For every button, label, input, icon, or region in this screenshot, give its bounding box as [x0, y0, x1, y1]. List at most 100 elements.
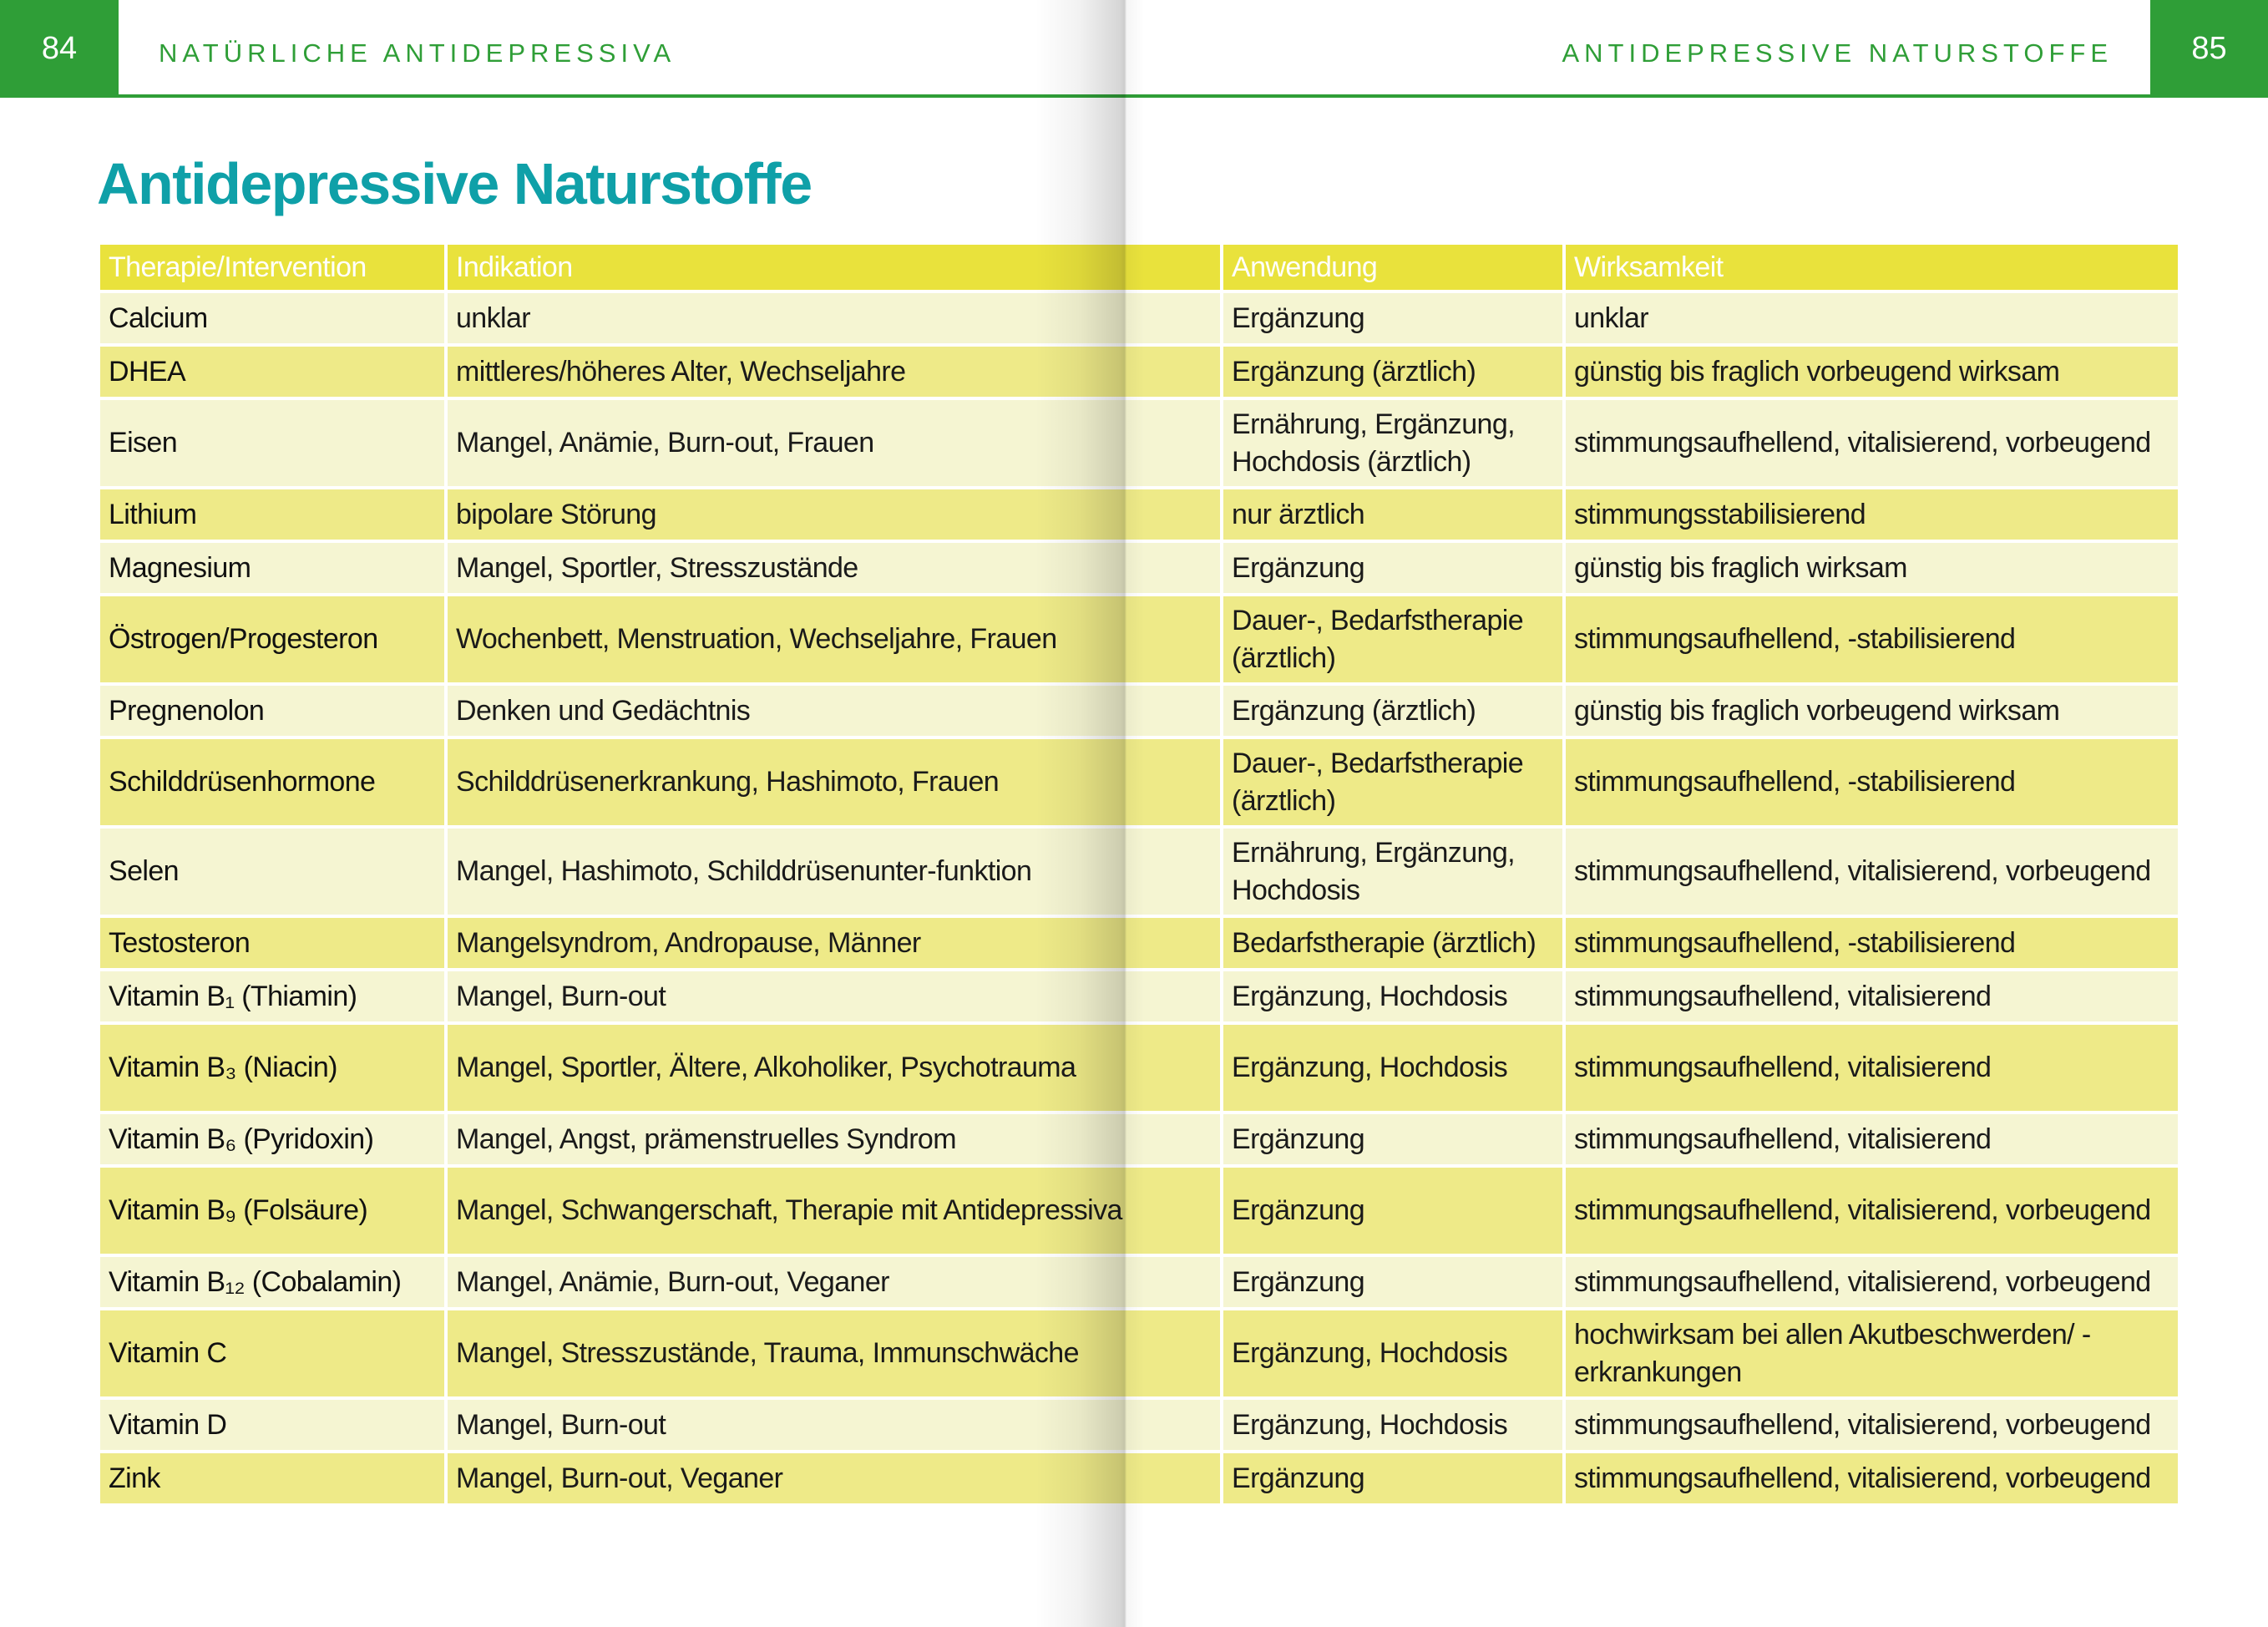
cell-therapy: Calcium — [100, 293, 444, 343]
cell-application: Bedarfstherapie (ärztlich) — [1223, 918, 1562, 968]
cell-effectiveness: stimmungsaufhellend, vitalisierend, vorb… — [1566, 400, 2178, 486]
table-row: Magnesium Mangel, Sportler, Stresszuständ… — [100, 543, 2178, 593]
cell-application: Ergänzung — [1223, 1453, 1562, 1503]
running-head-left: NATÜRLICHE ANTIDEPRESSIVA — [159, 38, 676, 68]
cell-application: Ergänzung (ärztlich) — [1223, 686, 1562, 736]
cell-therapy: Östrogen/Progesteron — [100, 596, 444, 682]
cell-application: Ergänzung — [1223, 543, 1562, 593]
cell-therapy: Vitamin B₆ (Pyridoxin) — [100, 1114, 444, 1164]
cell-application: Dauer-, Bedarfstherapie (ärztlich) — [1223, 739, 1562, 825]
cell-application: Ergänzung — [1223, 293, 1562, 343]
cell-therapy: Selen — [100, 829, 444, 915]
cell-therapy: Pregnenolon — [100, 686, 444, 736]
column-header: Wirksamkeit — [1566, 245, 2178, 290]
cell-effectiveness: stimmungsaufhellend, vitalisierend, vorb… — [1566, 1400, 2178, 1450]
cell-indication: Mangel, Anämie, Burn-out, Veganer — [448, 1257, 1220, 1307]
cell-indication: Mangel, Schwangerschaft, Therapie mit An… — [448, 1168, 1220, 1254]
cell-therapy: Magnesium — [100, 543, 444, 593]
column-header: Indikation — [448, 245, 1220, 290]
naturstoffe-table: Therapie/Intervention Indikation Anwendu… — [97, 241, 2181, 1507]
cell-effectiveness: günstig bis fraglich vorbeugend wirksam — [1566, 347, 2178, 397]
running-head-right: ANTIDEPRESSIVE NATURSTOFFE — [1562, 38, 2113, 68]
table-row: Calcium unklar Ergänzung unklar — [100, 293, 2178, 343]
cell-therapy: Lithium — [100, 489, 444, 540]
table-row: Vitamin C Mangel, Stresszustände, Trauma,… — [100, 1310, 2178, 1396]
cell-therapy: Schilddrüsenhormone — [100, 739, 444, 825]
page-title: Antidepressive Naturstoffe — [97, 151, 813, 216]
cell-effectiveness: hochwirksam bei allen Akutbeschwerden/ -… — [1566, 1310, 2178, 1396]
column-header: Therapie/Intervention — [100, 245, 444, 290]
cell-effectiveness: stimmungsaufhellend, vitalisierend, vorb… — [1566, 1257, 2178, 1307]
cell-indication: unklar — [448, 293, 1220, 343]
cell-effectiveness: stimmungsaufhellend, vitalisierend, vorb… — [1566, 1453, 2178, 1503]
table-row: Vitamin B₁₂ (Cobalamin) Mangel, Anämie, B… — [100, 1257, 2178, 1307]
cell-indication: Mangel, Burn-out — [448, 1400, 1220, 1450]
cell-therapy: DHEA — [100, 347, 444, 397]
cell-application: Ernährung, Ergänzung, Hochdosis (ärztlic… — [1223, 400, 1562, 486]
table-row: Östrogen/Progesteron Wochenbett, Menstrua… — [100, 596, 2178, 682]
cell-indication: Mangel, Angst, prämenstruelles Syndrom — [448, 1114, 1220, 1164]
cell-therapy: Vitamin B₁ (Thiamin) — [100, 971, 444, 1021]
column-header: Anwendung — [1223, 245, 1562, 290]
table-header-row: Therapie/Intervention Indikation Anwendu… — [100, 245, 2178, 290]
cell-effectiveness: stimmungsaufhellend, vitalisierend — [1566, 1025, 2178, 1111]
cell-effectiveness: stimmungsaufhellend, vitalisierend — [1566, 1114, 2178, 1164]
cell-indication: Mangel, Stresszustände, Trauma, Immunsch… — [448, 1310, 1220, 1396]
table-row: Schilddrüsenhormone Schilddrüsenerkrankun… — [100, 739, 2178, 825]
cell-indication: Wochenbett, Menstruation, Wechseljahre, … — [448, 596, 1220, 682]
page-number-right: 85 — [2150, 0, 2268, 98]
table-row: DHEA mittleres/höheres Alter, Wechseljahr… — [100, 347, 2178, 397]
cell-therapy: Vitamin B₉ (Folsäure) — [100, 1168, 444, 1254]
cell-effectiveness: stimmungsaufhellend, vitalisierend, vorb… — [1566, 829, 2178, 915]
cell-application: Ernährung, Ergänzung, Hochdosis — [1223, 829, 1562, 915]
table-row: Vitamin B₃ (Niacin) Mangel, Sportler, Ält… — [100, 1025, 2178, 1111]
table-row: Selen Mangel, Hashimoto, Schilddrüsenunte… — [100, 829, 2178, 915]
cell-effectiveness: stimmungsaufhellend, vitalisierend — [1566, 971, 2178, 1021]
cell-indication: Mangel, Burn-out — [448, 971, 1220, 1021]
table-row: Zink Mangel, Burn-out, Veganer Ergänzung st… — [100, 1453, 2178, 1503]
cell-therapy: Vitamin B₃ (Niacin) — [100, 1025, 444, 1111]
cell-application: Ergänzung, Hochdosis — [1223, 1310, 1562, 1396]
cell-effectiveness: stimmungsaufhellend, vitalisierend, vorb… — [1566, 1168, 2178, 1254]
cell-effectiveness: stimmungsaufhellend, -stabilisierend — [1566, 596, 2178, 682]
cell-indication: Mangel, Burn-out, Veganer — [448, 1453, 1220, 1503]
table-row: Vitamin D Mangel, Burn-out Ergänzung, Hoch… — [100, 1400, 2178, 1450]
cell-effectiveness: unklar — [1566, 293, 2178, 343]
table-row: Vitamin B₁ (Thiamin) Mangel, Burn-out Ergä… — [100, 971, 2178, 1021]
cell-therapy: Vitamin B₁₂ (Cobalamin) — [100, 1257, 444, 1307]
cell-effectiveness: stimmungsaufhellend, -stabilisierend — [1566, 739, 2178, 825]
cell-indication: Denken und Gedächtnis — [448, 686, 1220, 736]
cell-application: nur ärztlich — [1223, 489, 1562, 540]
table-row: Testosteron Mangelsyndrom, Andropause, Mä… — [100, 918, 2178, 968]
cell-application: Ergänzung (ärztlich) — [1223, 347, 1562, 397]
table-row: Pregnenolon Denken und Gedächtnis Ergänzun… — [100, 686, 2178, 736]
cell-application: Ergänzung, Hochdosis — [1223, 1025, 1562, 1111]
cell-application: Dauer-, Bedarfstherapie (ärztlich) — [1223, 596, 1562, 682]
table-row: Vitamin B₆ (Pyridoxin) Mangel, Angst, prä… — [100, 1114, 2178, 1164]
cell-therapy: Vitamin D — [100, 1400, 444, 1450]
cell-indication: Schilddrüsenerkrankung, Hashimoto, Fraue… — [448, 739, 1220, 825]
cell-indication: Mangel, Sportler, Stresszustände — [448, 543, 1220, 593]
cell-indication: Mangel, Sportler, Ältere, Alkoholiker, P… — [448, 1025, 1220, 1111]
cell-therapy: Zink — [100, 1453, 444, 1503]
cell-effectiveness: stimmungsaufhellend, -stabilisierend — [1566, 918, 2178, 968]
cell-indication: Mangel, Hashimoto, Schilddrüsenunter-fun… — [448, 829, 1220, 915]
page-number-left: 84 — [0, 0, 119, 98]
cell-effectiveness: günstig bis fraglich wirksam — [1566, 543, 2178, 593]
cell-therapy: Vitamin C — [100, 1310, 444, 1396]
table-row: Vitamin B₉ (Folsäure) Mangel, Schwangersc… — [100, 1168, 2178, 1254]
table-row: Eisen Mangel, Anämie, Burn-out, Frauen Ern… — [100, 400, 2178, 486]
cell-application: Ergänzung — [1223, 1168, 1562, 1254]
cell-effectiveness: stimmungsstabilisierend — [1566, 489, 2178, 540]
cell-indication: bipolare Störung — [448, 489, 1220, 540]
cell-indication: Mangelsyndrom, Andropause, Männer — [448, 918, 1220, 968]
header-rule — [0, 94, 2268, 98]
cell-application: Ergänzung, Hochdosis — [1223, 1400, 1562, 1450]
cell-effectiveness: günstig bis fraglich vorbeugend wirksam — [1566, 686, 2178, 736]
cell-indication: mittleres/höheres Alter, Wechseljahre — [448, 347, 1220, 397]
cell-application: Ergänzung — [1223, 1114, 1562, 1164]
cell-therapy: Testosteron — [100, 918, 444, 968]
table-row: Lithium bipolare Störung nur ärztlich stimm… — [100, 489, 2178, 540]
cell-application: Ergänzung, Hochdosis — [1223, 971, 1562, 1021]
cell-therapy: Eisen — [100, 400, 444, 486]
